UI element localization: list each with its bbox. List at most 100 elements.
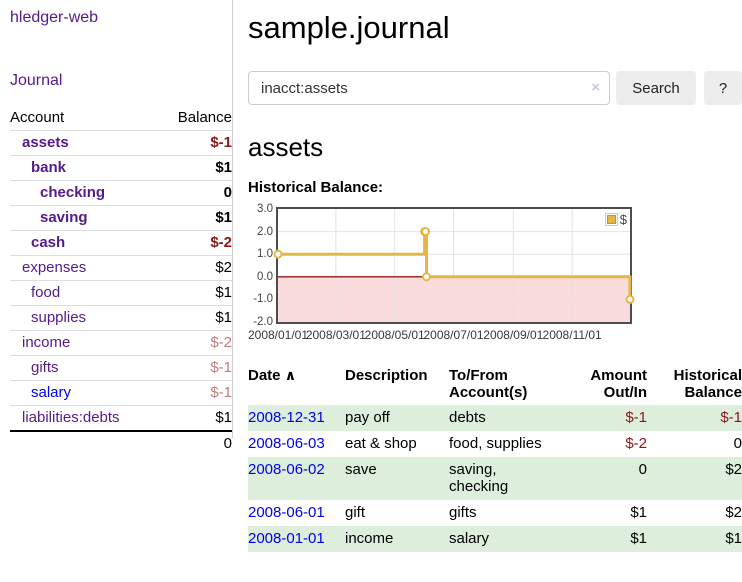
account-row: income $-2 <box>10 330 232 356</box>
transaction-balance: $1 <box>725 530 742 547</box>
account-balance: $-2 <box>158 230 232 256</box>
page-title: sample.journal <box>248 10 450 45</box>
transaction-description: pay off <box>345 409 390 426</box>
transaction-description: save <box>345 461 377 478</box>
transaction-amount: 0 <box>638 461 647 478</box>
account-link-income[interactable]: income <box>22 334 71 351</box>
transaction-description: gift <box>345 504 366 521</box>
transaction-accounts: gifts <box>449 504 477 521</box>
chart-title: Historical Balance: <box>248 179 384 196</box>
amount-column-header: Amount Out/In <box>590 367 647 401</box>
chart-canvas <box>273 209 635 322</box>
app-brand-link[interactable]: hledger-web <box>10 9 99 26</box>
transaction-accounts: salary <box>449 530 490 547</box>
transaction-accounts: debts <box>449 409 486 426</box>
y-axis-tick-label: -1.0 <box>253 293 273 306</box>
account-link-checking[interactable]: checking <box>40 184 106 201</box>
account-balance: $-2 <box>158 330 232 356</box>
account-row: expenses $2 <box>10 255 232 281</box>
account-row: salary $-1 <box>10 380 232 406</box>
account-link-expenses[interactable]: expenses <box>22 259 87 276</box>
date-column-header[interactable]: Date ∧ <box>248 367 297 384</box>
transaction-balance: $2 <box>725 461 742 478</box>
transaction-balance: 0 <box>733 435 742 452</box>
account-row: gifts $-1 <box>10 355 232 381</box>
account-row: checking 0 <box>10 180 232 206</box>
transaction-amount: $1 <box>630 530 647 547</box>
account-balance: $-1 <box>158 355 232 381</box>
account-link-assets[interactable]: assets <box>22 134 69 151</box>
legend-color-box <box>604 213 618 226</box>
account-heading: assets <box>248 132 324 162</box>
transaction-description: eat & shop <box>345 435 417 452</box>
transaction-amount: $-2 <box>625 435 647 452</box>
account-link-bank[interactable]: bank <box>31 159 67 176</box>
register-row: 2008-01-01 income salary $1 $1 <box>248 526 742 552</box>
account-row: supplies $1 <box>10 305 232 331</box>
transaction-amount: $-1 <box>625 409 647 426</box>
account-row: saving $1 <box>10 205 232 231</box>
description-column-header: Description <box>345 367 428 384</box>
account-balance: $2 <box>158 255 232 281</box>
account-link-liabilities-debts[interactable]: liabilities:debts <box>22 409 120 426</box>
accounts-column-header: To/From Account(s) <box>449 367 528 401</box>
y-axis-tick-label: 1.0 <box>257 248 273 261</box>
clear-search-icon[interactable]: × <box>591 79 600 96</box>
search-button[interactable]: Search <box>616 71 696 105</box>
account-balance: $1 <box>158 205 232 231</box>
account-row: food $1 <box>10 280 232 306</box>
accounts-total-row: 0 <box>10 430 232 456</box>
transaction-balance: $-1 <box>720 409 742 426</box>
transaction-accounts: saving, checking <box>449 461 509 495</box>
search-input[interactable] <box>248 71 610 105</box>
transaction-date-link[interactable]: 2008-01-01 <box>248 530 325 547</box>
account-column-header: Account <box>10 109 65 126</box>
sidebar-divider <box>232 0 233 438</box>
y-axis-tick-label: -2.0 <box>253 316 273 328</box>
account-balance: $-1 <box>158 130 232 156</box>
main-content: sample.journal × Search ? assets Histori… <box>248 0 742 552</box>
transaction-date-link[interactable]: 2008-06-02 <box>248 461 325 478</box>
register-table: Date ∧ Description To/From Account(s) Am… <box>248 365 742 552</box>
sort-ascending-icon: ∧ <box>284 367 297 383</box>
account-link-saving[interactable]: saving <box>40 209 88 226</box>
account-balance: $1 <box>158 405 232 431</box>
account-balance: $-1 <box>158 380 232 406</box>
transaction-date-link[interactable]: 2008-06-03 <box>248 435 325 452</box>
register-row: 2008-12-31 pay off debts $-1 $-1 <box>248 405 742 431</box>
legend-label: $ <box>619 212 627 227</box>
balance-column-header: Historical Balance <box>673 367 742 401</box>
sidebar-item-journal[interactable]: Journal <box>10 72 63 89</box>
register-row: 2008-06-01 gift gifts $1 $2 <box>248 500 742 526</box>
transaction-date-link[interactable]: 2008-12-31 <box>248 409 325 426</box>
x-axis-tick-label: 2008/11/01 <box>542 328 602 342</box>
account-link-food[interactable]: food <box>31 284 61 301</box>
accounts-table-header: Account Balance <box>10 106 232 131</box>
legend-swatch <box>606 215 616 224</box>
register-row: 2008-06-02 save saving, checking 0 $2 <box>248 457 742 500</box>
register-header-row: Date ∧ Description To/From Account(s) Am… <box>248 365 742 405</box>
transaction-amount: $1 <box>630 504 647 521</box>
account-link-supplies[interactable]: supplies <box>31 309 87 326</box>
help-button[interactable]: ? <box>704 71 742 105</box>
x-axis-tick-label: 2008/07/01 <box>423 328 484 342</box>
x-axis-tick-label: 2008/03/01 <box>305 328 366 342</box>
transaction-date-link[interactable]: 2008-06-01 <box>248 504 325 521</box>
account-link-gifts[interactable]: gifts <box>31 359 59 376</box>
transaction-accounts: food, supplies <box>449 435 542 452</box>
historical-balance-chart: $ 3.0 2.0 1.0 0.0 -1.0 -2.0 2008/01/01 2008/03/… <box>248 203 742 346</box>
transaction-balance: $2 <box>725 504 742 521</box>
accounts-total-value: 0 <box>158 430 232 456</box>
x-axis-tick-label: 2008/01/01 <box>247 328 309 342</box>
search-bar: × Search ? <box>248 71 742 105</box>
x-axis-tick-label: 2008/05/01 <box>364 328 425 342</box>
x-axis-tick-label: 2008/09/01 <box>483 328 544 342</box>
register-row: 2008-06-03 eat & shop food, supplies $-2… <box>248 431 742 457</box>
balance-column-header: Balance <box>177 109 232 126</box>
y-axis-tick-label: 3.0 <box>257 203 273 215</box>
transaction-description: income <box>345 530 394 547</box>
account-link-salary[interactable]: salary <box>31 384 72 401</box>
account-link-cash[interactable]: cash <box>31 234 66 251</box>
chart-plot-area: $ <box>273 207 635 324</box>
account-balance: $1 <box>158 155 232 181</box>
